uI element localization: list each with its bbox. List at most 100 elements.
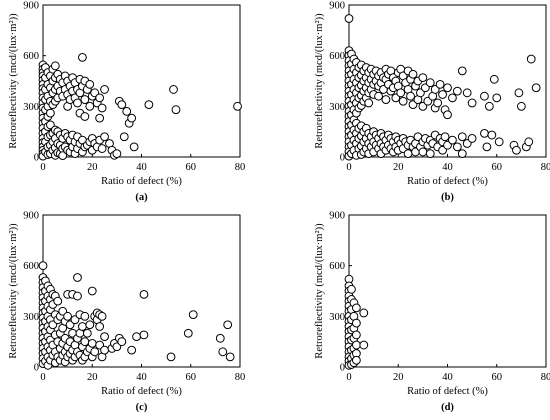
x-tick-label: 40 [136, 162, 147, 173]
data-point [374, 91, 383, 101]
x-tick-label: 40 [136, 372, 147, 383]
panel-caption: (c) [136, 402, 148, 413]
data-point [139, 289, 149, 299]
x-tick-label: 80 [541, 372, 550, 383]
data-point [433, 98, 443, 108]
data-point [403, 149, 413, 159]
data-point [225, 352, 235, 362]
x-tick-label: 80 [235, 372, 246, 383]
data-point [457, 66, 467, 76]
data-point [100, 85, 109, 94]
data-point [218, 347, 228, 357]
x-tick-label: 0 [40, 372, 45, 383]
data-point [85, 320, 95, 330]
data-point [487, 130, 497, 140]
data-point [396, 88, 406, 98]
y-tick-label: 300 [23, 312, 39, 323]
data-point [492, 93, 502, 103]
data-point [531, 83, 541, 93]
panel-caption: (a) [135, 192, 148, 203]
data-point [117, 100, 127, 110]
data-point [526, 54, 536, 64]
data-point [406, 91, 415, 101]
data-point [73, 98, 82, 108]
x-tick-label: 0 [40, 162, 45, 173]
y-tick-label: 0 [340, 153, 345, 164]
x-tick-label: 80 [541, 162, 550, 173]
data-point [95, 93, 105, 103]
data-point [38, 261, 48, 271]
y-tick-label: 300 [329, 312, 345, 323]
x-tick-label: 40 [442, 372, 453, 383]
data-point [78, 322, 87, 331]
data-point [425, 149, 435, 159]
data-point [457, 132, 467, 142]
data-point [359, 308, 369, 318]
x-tick-label: 20 [87, 162, 98, 173]
x-tick-label: 80 [235, 162, 246, 173]
data-point [166, 352, 176, 362]
data-point [183, 328, 193, 338]
y-tick-label: 600 [329, 261, 345, 272]
data-point [443, 110, 452, 120]
data-point [215, 333, 225, 343]
data-point [85, 79, 95, 89]
data-point [112, 149, 122, 159]
data-point [435, 79, 445, 89]
data-point [97, 311, 107, 321]
data-point [443, 83, 452, 93]
y-tick-label: 900 [329, 211, 345, 222]
data-point [80, 112, 90, 121]
data-point [127, 113, 137, 123]
data-points [38, 261, 235, 370]
data-point [127, 345, 137, 355]
y-axis-label: Retroreflectivity (mcd/(lux·m²)) [314, 13, 325, 149]
x-axis-label: Ratio of defect (%) [407, 386, 488, 397]
data-point [484, 101, 494, 111]
data-point [223, 320, 233, 330]
data-point [73, 291, 82, 301]
data-point [344, 14, 354, 23]
data-point [489, 74, 499, 84]
data-point [90, 347, 100, 357]
data-point [467, 134, 477, 143]
data-point [80, 337, 90, 347]
data-point [73, 273, 82, 282]
panel-caption: (b) [441, 192, 454, 203]
data-point [169, 85, 178, 94]
y-tick-label: 600 [329, 51, 345, 62]
x-tick-label: 60 [186, 372, 197, 383]
x-tick-label: 60 [492, 162, 503, 173]
x-axis-label: Ratio of defect (%) [407, 176, 488, 187]
data-point [351, 355, 361, 365]
data-point [87, 338, 97, 348]
y-tick-label: 300 [329, 102, 345, 113]
y-tick-label: 0 [34, 363, 39, 374]
data-point [480, 91, 489, 101]
data-point [440, 132, 450, 142]
x-tick-label: 60 [492, 372, 503, 383]
data-point [233, 101, 242, 111]
data-point [100, 345, 109, 355]
x-tick-label: 20 [87, 372, 98, 383]
x-tick-label: 0 [346, 372, 351, 383]
data-point [448, 93, 457, 103]
x-tick-label: 40 [442, 162, 453, 173]
data-point [514, 88, 524, 98]
data-point [82, 328, 92, 338]
data-point [45, 108, 55, 118]
data-point [467, 98, 477, 108]
data-point [117, 337, 127, 347]
data-point [63, 311, 73, 321]
plot-frame [348, 214, 547, 368]
data-point [53, 296, 63, 306]
y-tick-label: 600 [23, 51, 39, 62]
y-axis-label: Retroreflectivity (mcd/(lux·m²)) [314, 223, 325, 359]
data-point [129, 142, 139, 152]
y-tick-label: 300 [23, 102, 39, 113]
y-axis-label: Retroreflectivity (mcd/(lux·m²)) [8, 223, 19, 359]
data-point [97, 103, 107, 113]
data-point [452, 86, 462, 96]
data-point [100, 132, 109, 142]
x-tick-label: 60 [186, 162, 197, 173]
